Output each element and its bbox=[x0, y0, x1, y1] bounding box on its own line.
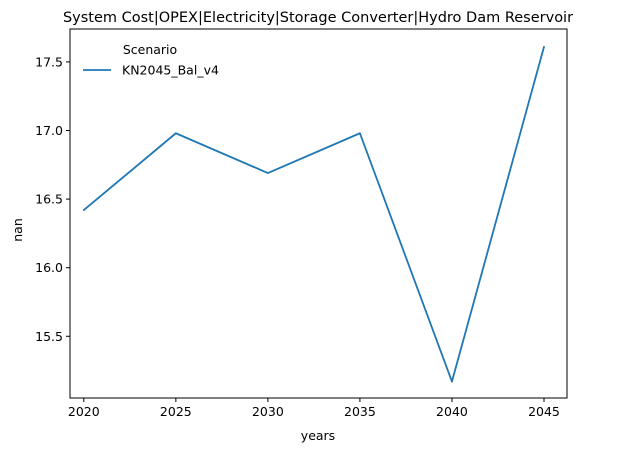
y-tick-label: 17.5 bbox=[35, 54, 63, 69]
chart-title: System Cost|OPEX|Electricity|Storage Con… bbox=[63, 10, 573, 26]
y-tick-label: 17.0 bbox=[35, 123, 63, 138]
x-tick-label: 2020 bbox=[68, 404, 100, 419]
data-point bbox=[82, 209, 85, 211]
plot-frame bbox=[69, 28, 568, 399]
plot-axes: 2020 2025 2030 2035 2040 2045 15.5 16.0 16.5 17.0… bbox=[35, 28, 568, 419]
x-tick-label: 2040 bbox=[436, 404, 468, 419]
data-point bbox=[451, 380, 453, 383]
legend: Scenario KN2045_Bal_v4 bbox=[83, 42, 219, 78]
x-tick-label: 2025 bbox=[160, 404, 192, 419]
data-point bbox=[359, 132, 361, 135]
data-point bbox=[266, 172, 269, 174]
y-tick-label: 15.5 bbox=[35, 329, 63, 344]
data-point bbox=[174, 132, 177, 135]
x-axis-label: years bbox=[301, 428, 335, 443]
legend-title: Scenario bbox=[123, 42, 177, 57]
x-tick-label: 2045 bbox=[528, 404, 560, 419]
y-tick-label: 16.5 bbox=[35, 192, 63, 207]
series-layer bbox=[82, 45, 545, 383]
x-tick-label: 2030 bbox=[252, 404, 284, 419]
y-tick-label: 16.0 bbox=[35, 260, 63, 275]
y-axis-label: nan bbox=[10, 218, 25, 242]
legend-label-kn2045-bal-v4: KN2045_Bal_v4 bbox=[122, 63, 219, 78]
x-tick-label: 2035 bbox=[344, 404, 376, 419]
data-point bbox=[543, 45, 545, 48]
series-line-kn2045-bal-v4 bbox=[83, 46, 545, 383]
